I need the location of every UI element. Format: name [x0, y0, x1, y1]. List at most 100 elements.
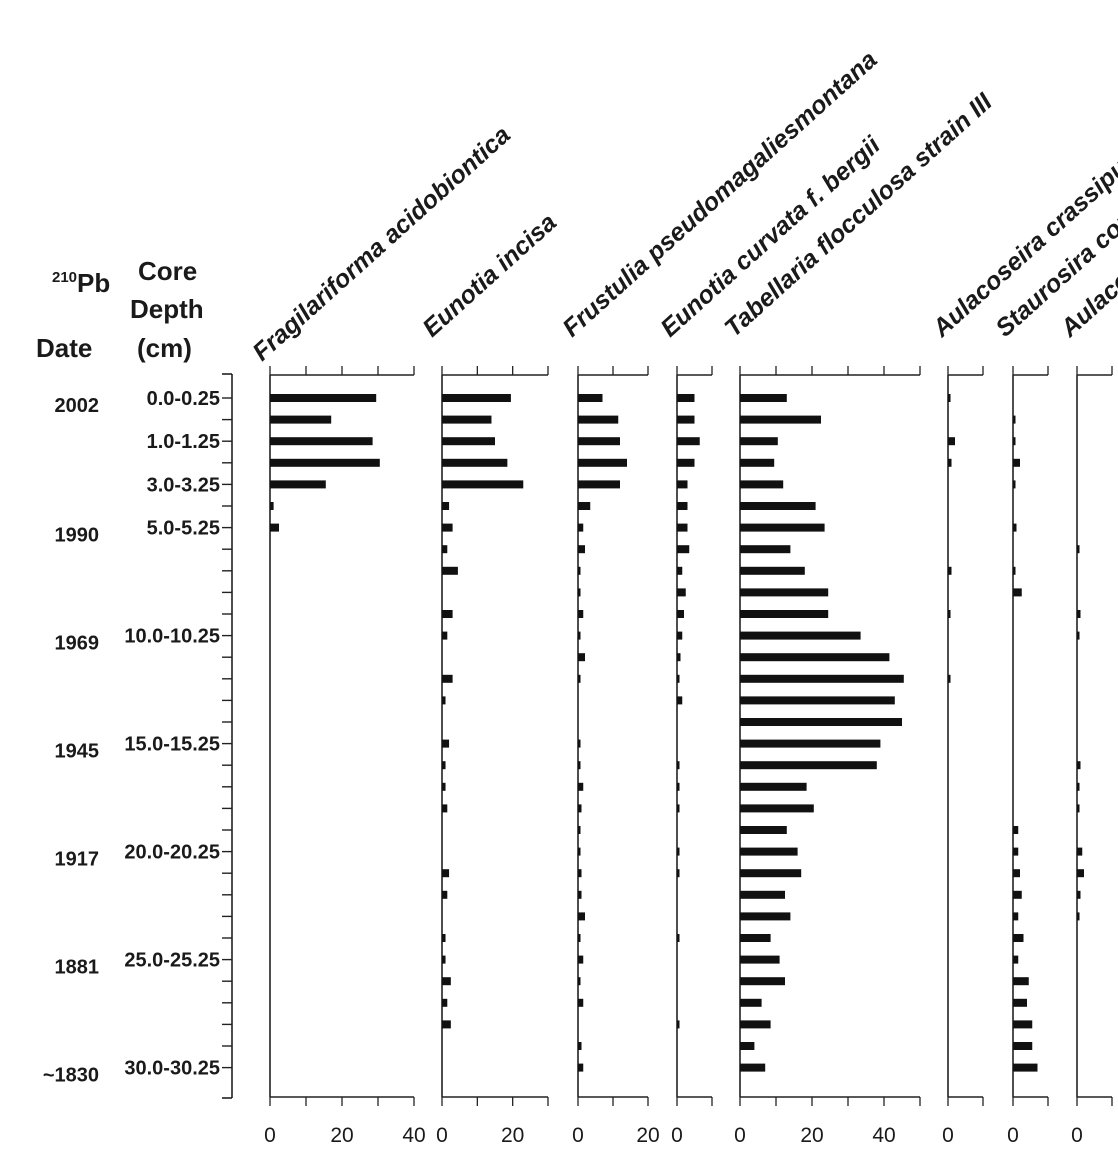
bar	[442, 890, 448, 899]
bar	[1013, 977, 1029, 986]
bar	[1077, 631, 1080, 640]
bar	[740, 955, 780, 964]
date-header-pb: 210Pb	[52, 268, 110, 298]
bar	[1077, 890, 1081, 899]
taxon-panel: Eunotia incisa 0 20	[417, 208, 562, 1147]
depth-label: 15.0-15.25	[124, 734, 220, 756]
bar	[677, 782, 680, 791]
bar	[578, 394, 603, 402]
bar	[1013, 480, 1016, 489]
bar	[677, 847, 680, 856]
bar	[948, 674, 951, 683]
bar	[1013, 588, 1022, 597]
bar	[677, 934, 680, 942]
bar	[578, 912, 585, 921]
bar	[677, 804, 680, 813]
depth-label: 1.0-1.25	[147, 431, 220, 453]
core-header-line3: (cm)	[137, 333, 192, 363]
bar	[948, 458, 952, 467]
bar	[578, 998, 584, 1007]
bar	[677, 588, 686, 597]
bar	[578, 674, 581, 683]
bar	[1013, 1063, 1038, 1072]
bar	[270, 394, 377, 402]
bar	[740, 631, 861, 640]
bar	[677, 674, 680, 683]
bar	[578, 588, 581, 597]
bar	[677, 761, 680, 770]
bar	[677, 610, 684, 618]
bar	[270, 458, 380, 467]
bar	[442, 437, 495, 446]
bar	[442, 696, 446, 705]
bar	[442, 458, 508, 467]
left-header: 210Pb Date Core Depth (cm)	[36, 256, 204, 363]
depth-label: 0.0-0.25	[147, 388, 220, 410]
bar	[1013, 826, 1019, 834]
bar	[677, 545, 690, 554]
x-tick-label: 0	[264, 1124, 276, 1147]
bar	[1077, 545, 1080, 554]
bar	[578, 653, 585, 662]
taxon-name: Eunotia incisa	[417, 208, 562, 342]
bar	[740, 502, 816, 510]
bar	[677, 696, 683, 705]
bar	[948, 437, 955, 446]
bar	[578, 890, 582, 899]
date-header-word: Date	[36, 333, 92, 363]
bar	[442, 934, 446, 942]
bar	[442, 739, 450, 748]
bar	[1077, 610, 1081, 618]
bar	[740, 847, 798, 856]
bar	[740, 761, 877, 770]
bar	[740, 782, 807, 791]
bar	[442, 394, 511, 402]
bar	[948, 566, 952, 575]
x-tick-label: 0	[572, 1124, 584, 1147]
x-tick-label: 0	[734, 1124, 746, 1147]
bar	[442, 415, 492, 424]
bar	[578, 869, 582, 878]
bar	[578, 739, 581, 748]
x-tick-label: 20	[800, 1124, 823, 1147]
bar	[677, 523, 688, 532]
bar	[442, 631, 448, 640]
bar	[1013, 566, 1016, 575]
date-label: 1969	[55, 633, 100, 655]
date-label: 2002	[55, 395, 100, 417]
bar	[442, 523, 453, 532]
bar	[270, 437, 373, 446]
bar	[578, 804, 582, 813]
bar	[740, 718, 902, 726]
bar	[1077, 761, 1081, 770]
bar	[578, 761, 581, 770]
bar	[740, 545, 791, 554]
x-tick-label: 0	[436, 1124, 448, 1147]
bar	[442, 998, 448, 1007]
bar	[578, 566, 581, 575]
bar	[740, 523, 825, 532]
bar	[442, 566, 458, 575]
x-tick-label: 20	[501, 1124, 524, 1147]
depth-label: 20.0-20.25	[124, 842, 220, 864]
bar	[740, 998, 762, 1007]
bar	[1013, 912, 1019, 921]
bar	[270, 415, 332, 424]
bar	[1013, 955, 1019, 964]
bar	[578, 458, 627, 467]
depth-label: 30.0-30.25	[124, 1058, 220, 1080]
bar	[578, 934, 581, 942]
bar	[1013, 890, 1022, 899]
bar	[578, 610, 584, 618]
date-label: 1917	[55, 849, 100, 871]
bar	[740, 458, 775, 467]
bar	[1013, 415, 1016, 424]
bar	[578, 847, 581, 856]
bar	[677, 1020, 680, 1029]
bar	[740, 977, 785, 986]
bar	[740, 437, 778, 446]
depth-label: 5.0-5.25	[147, 518, 220, 540]
